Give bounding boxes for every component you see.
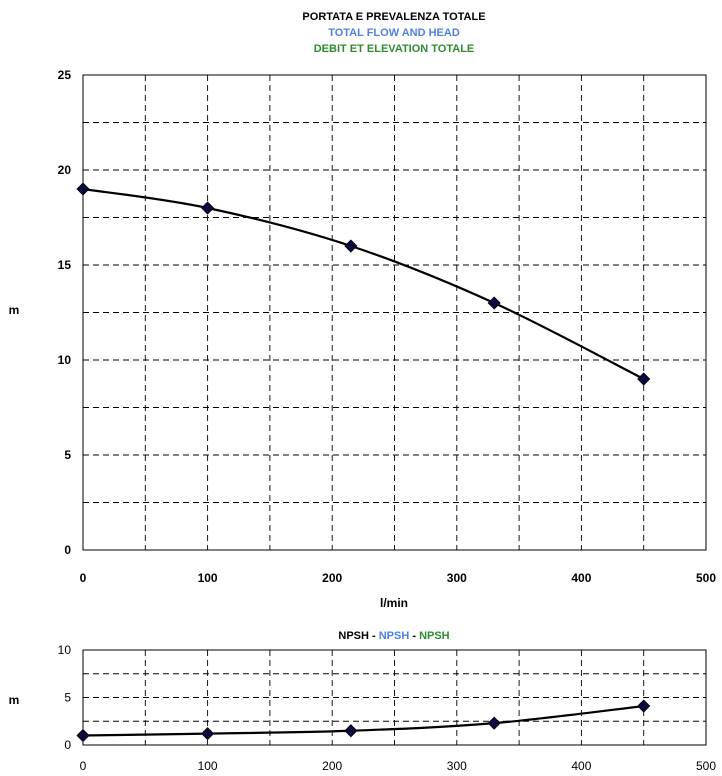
x-tick-label: 300 [447, 571, 467, 585]
data-point-marker [201, 727, 215, 741]
chart-title-line-1: PORTATA E PREVALENZA TOTALE [302, 11, 485, 23]
head-series [76, 182, 651, 386]
data-point-marker [487, 296, 501, 310]
x-tick-label: 500 [696, 759, 716, 773]
y-axis-label: m [9, 693, 20, 707]
npsh-series [76, 699, 651, 743]
data-point-marker [76, 728, 90, 743]
data-point-marker [76, 182, 90, 196]
x-tick-labels: 0 100 200 300 400 500 [80, 759, 717, 773]
y-tick-labels: 0 5 10 [58, 643, 72, 752]
x-tick-label: 200 [322, 759, 342, 773]
data-point-marker [637, 372, 651, 386]
chart-title-line-3: DEBIT ET ELEVATION TOTALE [314, 43, 475, 55]
y-tick-label: 0 [64, 738, 71, 752]
npsh-title-part: NPSH [338, 630, 369, 642]
y-tick-label: 10 [58, 353, 72, 367]
x-tick-label: 0 [80, 759, 87, 773]
grid-lines [83, 650, 706, 745]
data-point-marker [201, 201, 215, 215]
data-point-marker [344, 724, 358, 738]
x-tick-labels: 0 100 200 300 400 500 [80, 571, 717, 585]
y-tick-label: 0 [64, 543, 71, 557]
x-tick-label: 500 [696, 571, 716, 585]
grid-lines [83, 75, 706, 550]
y-tick-label: 10 [58, 643, 72, 657]
x-tick-label: 300 [447, 759, 467, 773]
npsh-title-part: - [409, 630, 419, 642]
flow-head-chart: PORTATA E PREVALENZA TOTALE TOTAL FLOW A… [9, 11, 717, 610]
data-point-marker [487, 716, 501, 730]
npsh-chart-title: NPSH - NPSH - NPSH [338, 630, 449, 642]
npsh-title-part: NPSH [379, 630, 410, 642]
y-tick-label: 15 [58, 258, 72, 272]
x-tick-label: 400 [571, 759, 591, 773]
y-tick-labels: 0 5 10 15 20 25 [58, 68, 72, 557]
y-axis-label: m [9, 303, 20, 317]
y-tick-label: 20 [58, 163, 72, 177]
x-tick-label: 200 [322, 571, 342, 585]
data-point-marker [344, 239, 358, 253]
y-tick-label: 5 [64, 448, 71, 462]
npsh-chart: NPSH - NPSH - NPSH 0 100 200 300 400 500 0 5 10… [9, 630, 717, 773]
y-tick-label: 25 [58, 68, 72, 82]
y-tick-label: 5 [64, 691, 71, 705]
x-tick-label: 100 [198, 759, 218, 773]
npsh-title-part: NPSH [419, 630, 450, 642]
x-tick-label: 100 [198, 571, 218, 585]
x-tick-label: 0 [80, 571, 87, 585]
x-axis-label: l/min [380, 596, 408, 610]
chart-title-line-2: TOTAL FLOW AND HEAD [328, 27, 460, 39]
npsh-title-part: - [369, 630, 379, 642]
x-tick-label: 400 [571, 571, 591, 585]
series-line [82, 704, 644, 737]
data-point-marker [637, 699, 651, 713]
